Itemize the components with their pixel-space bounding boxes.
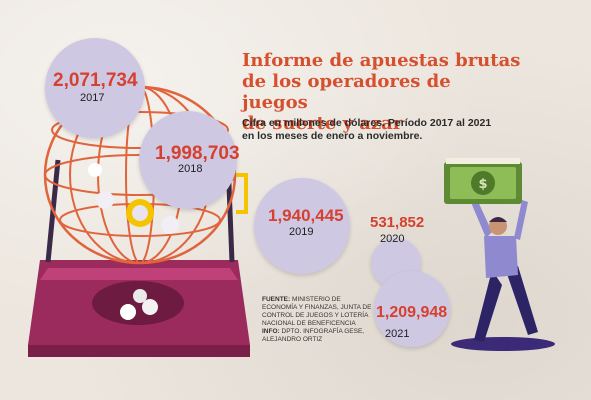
bubble-2017 bbox=[45, 38, 145, 138]
value-label-2017: 2,071,734 bbox=[53, 70, 138, 91]
value-label-2020: 531,852 bbox=[370, 214, 425, 231]
year-label-2018: 2018 bbox=[178, 163, 203, 175]
info-text: DPTO. INFOGRAFÍA GESE, ALEJANDRO ORTIZ bbox=[262, 328, 365, 343]
value-label-2019: 1,940,445 bbox=[268, 206, 344, 225]
year-label-2017: 2017 bbox=[80, 92, 105, 104]
bubble-2019 bbox=[253, 177, 351, 275]
chart-subtitle: Cifra en millones de dólares. Período 20… bbox=[242, 117, 492, 142]
source-text: MINISTERIO DE ECONOMÍA Y FINANZAS, JUNTA… bbox=[262, 296, 372, 327]
chart-title: Informe de apuestas brutas de los operad… bbox=[242, 50, 521, 134]
value-label-2018: 1,998,703 bbox=[155, 143, 240, 164]
year-label-2020: 2020 bbox=[380, 233, 405, 245]
person-holding-money-illustration: $ bbox=[444, 158, 555, 351]
svg-text:$: $ bbox=[478, 177, 487, 192]
source-label: FUENTE: bbox=[262, 296, 291, 303]
source-note: FUENTE: MINISTERIO DE ECONOMÍA Y FINANZA… bbox=[262, 296, 372, 344]
bubble-2021 bbox=[373, 270, 451, 348]
year-label-2019: 2019 bbox=[289, 226, 314, 238]
info-label: INFO: bbox=[262, 328, 280, 335]
value-label-2021: 1,209,948 bbox=[376, 304, 448, 321]
bubble-2018 bbox=[138, 110, 238, 210]
year-label-2021: 2021 bbox=[385, 328, 410, 340]
